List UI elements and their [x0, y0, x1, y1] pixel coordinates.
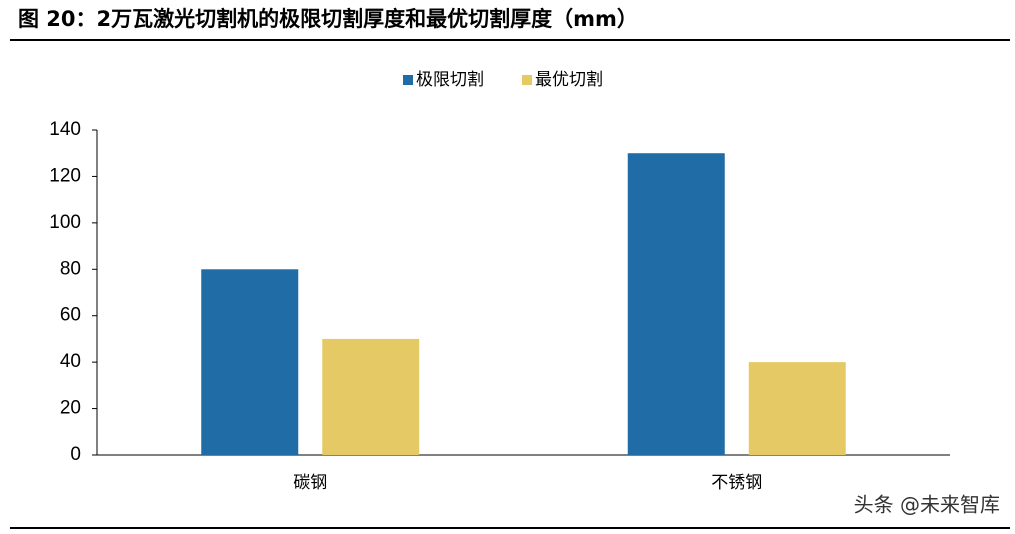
x-tick-label: 不锈钢	[711, 473, 762, 493]
bar	[748, 362, 846, 455]
y-tick-label: 80	[60, 258, 81, 279]
bar	[322, 338, 420, 455]
y-tick-label: 100	[49, 212, 81, 233]
legend-swatch	[522, 75, 532, 85]
y-tick-label: 60	[60, 305, 81, 326]
bar	[627, 153, 725, 455]
y-tick-label: 120	[49, 165, 81, 186]
y-tick-label: 140	[49, 119, 81, 140]
x-tick-label: 碳钢	[293, 473, 327, 493]
chart-title: 图 20：2万瓦激光切割机的极限切割厚度和最优切割厚度（mm）	[18, 7, 638, 31]
bar	[201, 269, 299, 455]
y-tick-label: 20	[60, 398, 81, 419]
y-tick-label: 40	[60, 351, 81, 372]
y-tick-label: 0	[70, 444, 81, 465]
legend-label: 极限切割	[416, 70, 484, 90]
legend-label: 最优切割	[535, 70, 603, 90]
legend-swatch	[403, 75, 413, 85]
watermark: 头条 @未来智库	[854, 493, 1000, 517]
